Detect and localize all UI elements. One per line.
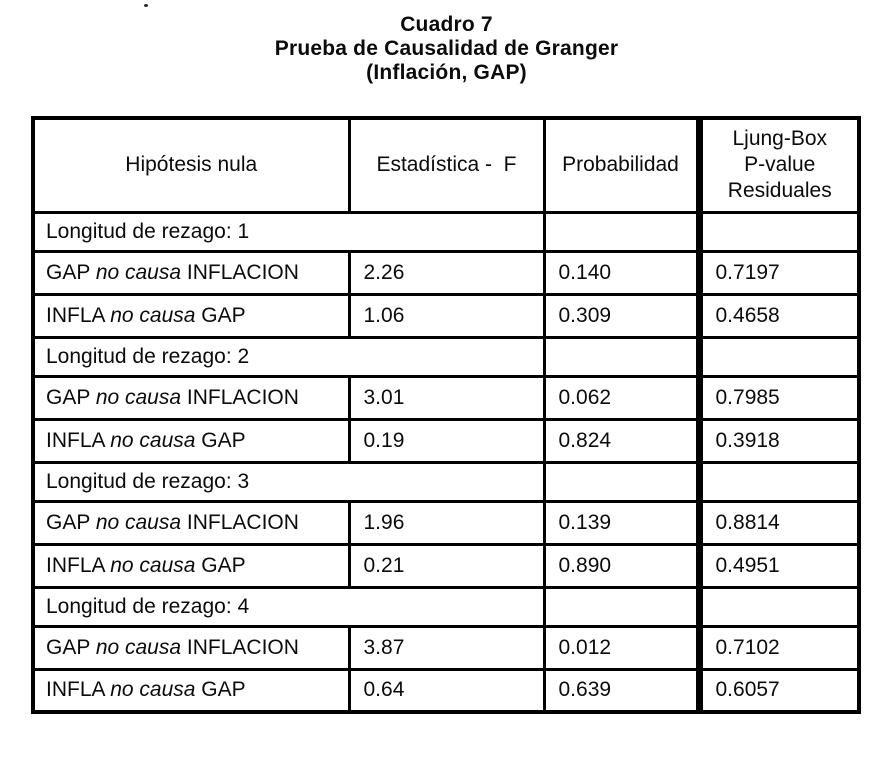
hypothesis-verb: no causa [95, 260, 182, 284]
hypothesis-object: INFLACION [186, 510, 299, 534]
lag-section-row: Longitud de rezago: 1 [31, 210, 861, 253]
hypothesis-verb: no causa [110, 553, 196, 577]
hypothesis-cell: INFLA no causa GAP [31, 667, 351, 714]
empty-cell [542, 210, 701, 253]
header-cell-hypothesis: Hipótesis nula [31, 116, 351, 214]
table-row: INFLA no causa GAP 0.19 0.824 0.3918 [31, 417, 861, 464]
lag-section-row: Longitud de rezago: 4 [31, 585, 861, 628]
lag-section-row: Longitud de rezago: 2 [31, 335, 861, 378]
f-statistic-cell: 0.64 [347, 667, 546, 714]
hypothesis-object: INFLACION [186, 635, 299, 659]
hypothesis-cell: INFLA no causa GAP [31, 292, 351, 339]
table-row: GAP no causa INFLACION 2.26 0.140 0.7197 [31, 249, 861, 296]
probability-cell: 0.012 [542, 624, 701, 671]
hypothesis-subject: INFLA [46, 553, 105, 577]
probability-cell: 0.062 [542, 374, 701, 421]
f-statistic-cell: 3.87 [347, 624, 546, 671]
ljungbox-cell: 0.8814 [695, 499, 861, 546]
f-statistic-cell: 1.96 [347, 499, 546, 546]
ljungbox-cell: 0.4658 [695, 292, 861, 339]
empty-cell [542, 585, 701, 628]
hypothesis-subject: GAP [46, 635, 90, 659]
hypothesis-verb: no causa [110, 678, 196, 702]
table-title: Cuadro 7 Prueba de Causalidad de Granger… [0, 13, 893, 85]
f-statistic-cell: 0.21 [347, 542, 546, 589]
probability-cell: 0.140 [542, 249, 701, 296]
hypothesis-subject: INFLA [46, 678, 105, 702]
lag-length-label: Longitud de rezago: 3 [31, 460, 546, 503]
hypothesis-cell: GAP no causa INFLACION [31, 499, 351, 546]
title-line-variables: (Inflación, GAP) [366, 61, 527, 84]
lag-length-label: Longitud de rezago: 1 [31, 210, 546, 253]
empty-cell [695, 335, 861, 378]
ljungbox-cell: 0.6057 [695, 667, 861, 714]
title-line-cuadro: Cuadro 7 [400, 13, 493, 36]
probability-cell: 0.824 [542, 417, 701, 464]
hypothesis-cell: GAP no causa INFLACION [31, 374, 351, 421]
hypothesis-object: GAP [201, 303, 246, 327]
probability-cell: 0.309 [542, 292, 701, 339]
f-statistic-cell: 3.01 [347, 374, 546, 421]
table-row: INFLA no causa GAP 0.21 0.890 0.4951 [31, 542, 861, 589]
lag-section-row: Longitud de rezago: 3 [31, 460, 861, 503]
hypothesis-object: GAP [201, 553, 246, 577]
ljungbox-cell: 0.3918 [695, 417, 861, 464]
ljungbox-cell: 0.7985 [695, 374, 861, 421]
table-row: GAP no causa INFLACION 3.01 0.062 0.7985 [31, 374, 861, 421]
title-line-test-name: Prueba de Causalidad de Granger [274, 37, 619, 60]
lag-length-label: Longitud de rezago: 2 [31, 335, 546, 378]
probability-cell: 0.639 [542, 667, 701, 714]
hypothesis-object: GAP [201, 428, 246, 452]
hypothesis-object: GAP [201, 678, 246, 702]
empty-cell [695, 460, 861, 503]
hypothesis-cell: GAP no causa INFLACION [31, 624, 351, 671]
hypothesis-verb: no causa [95, 385, 182, 409]
probability-cell: 0.890 [542, 542, 701, 589]
hypothesis-subject: INFLA [46, 428, 105, 452]
hypothesis-cell: INFLA no causa GAP [31, 542, 351, 589]
header-cell-f-statistic: Estadística - F [347, 116, 546, 214]
hypothesis-cell: INFLA no causa GAP [31, 417, 351, 464]
hypothesis-subject: GAP [46, 385, 90, 409]
hypothesis-object: INFLACION [186, 260, 299, 284]
ljungbox-cell: 0.7102 [695, 624, 861, 671]
empty-cell [695, 210, 861, 253]
empty-cell [542, 460, 701, 503]
ljungbox-cell: 0.7197 [695, 249, 861, 296]
hypothesis-verb: no causa [95, 635, 182, 659]
header-cell-probability: Probabilidad [542, 116, 701, 214]
f-statistic-cell: 1.06 [347, 292, 546, 339]
f-statistic-cell: 0.19 [347, 417, 546, 464]
hypothesis-verb: no causa [110, 303, 196, 327]
lag-length-label: Longitud de rezago: 4 [31, 585, 546, 628]
table-row: GAP no causa INFLACION 3.87 0.012 0.7102 [31, 624, 861, 671]
granger-causality-table: Hipótesis nula Estadística - F Probabili… [31, 116, 861, 714]
table-row: INFLA no causa GAP 1.06 0.309 0.4658 [31, 292, 861, 339]
f-statistic-cell: 2.26 [347, 249, 546, 296]
hypothesis-verb: no causa [95, 510, 182, 534]
empty-cell [542, 335, 701, 378]
empty-cell [695, 585, 861, 628]
hypothesis-cell: GAP no causa INFLACION [31, 249, 351, 296]
scan-speck [144, 4, 148, 7]
ljungbox-cell: 0.4951 [695, 542, 861, 589]
hypothesis-subject: GAP [46, 260, 90, 284]
table-row: GAP no causa INFLACION 1.96 0.139 0.8814 [31, 499, 861, 546]
probability-cell: 0.139 [542, 499, 701, 546]
header-cell-ljungbox: Ljung-Box P-value Residuales [695, 116, 861, 214]
hypothesis-subject: INFLA [46, 303, 105, 327]
table-row: INFLA no causa GAP 0.64 0.639 0.6057 [31, 667, 861, 714]
header-row: Hipótesis nula Estadística - F Probabili… [31, 116, 861, 214]
hypothesis-object: INFLACION [186, 385, 299, 409]
hypothesis-verb: no causa [110, 428, 196, 452]
hypothesis-subject: GAP [46, 510, 90, 534]
